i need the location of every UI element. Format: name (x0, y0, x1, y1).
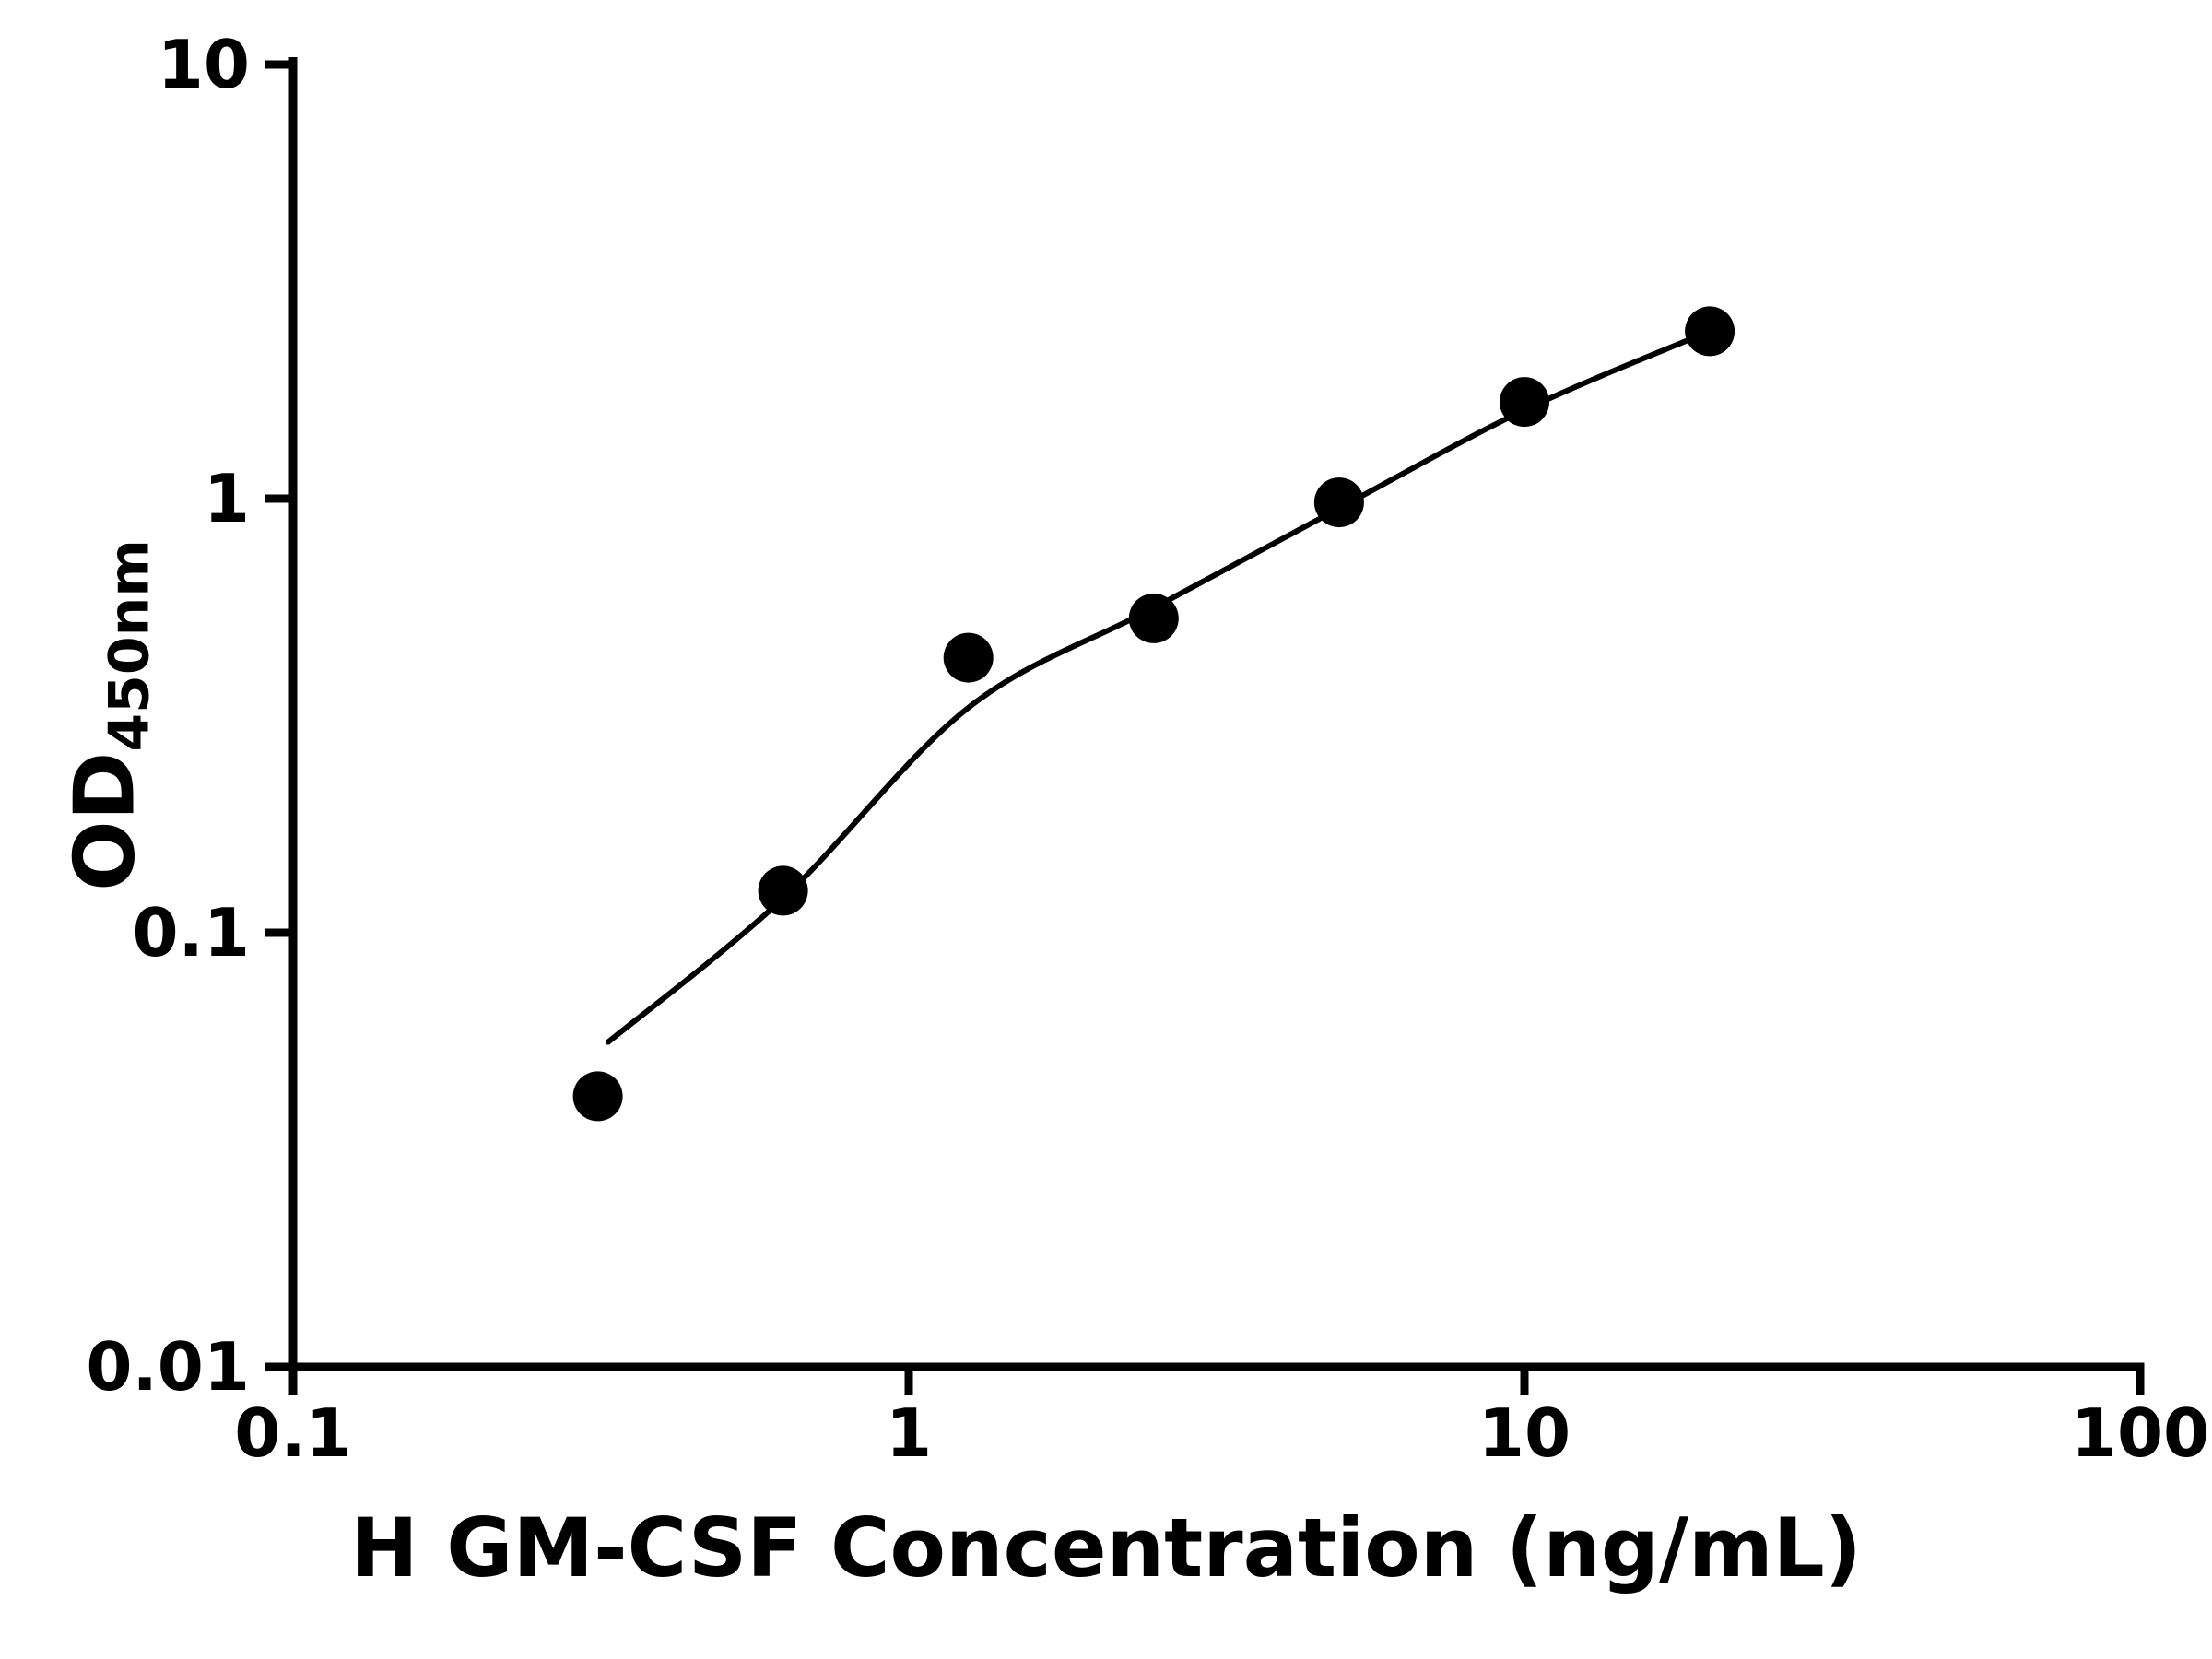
data-point (758, 865, 808, 916)
data-points (572, 306, 1735, 1122)
y-tick-label: 0.01 (86, 1328, 250, 1406)
y-axis-title: OD450nm (57, 539, 162, 891)
data-point (1313, 477, 1364, 528)
data-point (1500, 377, 1549, 428)
x-tick-label: 10 (1478, 1394, 1571, 1472)
data-point (1128, 593, 1179, 643)
data-point (1685, 306, 1735, 357)
y-tick-label: 1 (204, 460, 250, 537)
fit-curve-line (605, 328, 1713, 1045)
x-tick-label: 100 (2071, 1394, 2209, 1472)
y-axis-title-sub: 450nm (97, 539, 162, 752)
y-tick-label: 10 (158, 26, 250, 103)
data-point (572, 1071, 623, 1122)
y-tick-label: 0.1 (132, 894, 250, 971)
y-axis-title-main: OD (56, 751, 154, 891)
data-point (943, 632, 994, 683)
x-tick-label: 0.1 (234, 1394, 352, 1472)
x-axis-title: H GM-CSF Concentration (ng/mL) (350, 1500, 1862, 1595)
x-tick-label: 1 (886, 1394, 932, 1472)
